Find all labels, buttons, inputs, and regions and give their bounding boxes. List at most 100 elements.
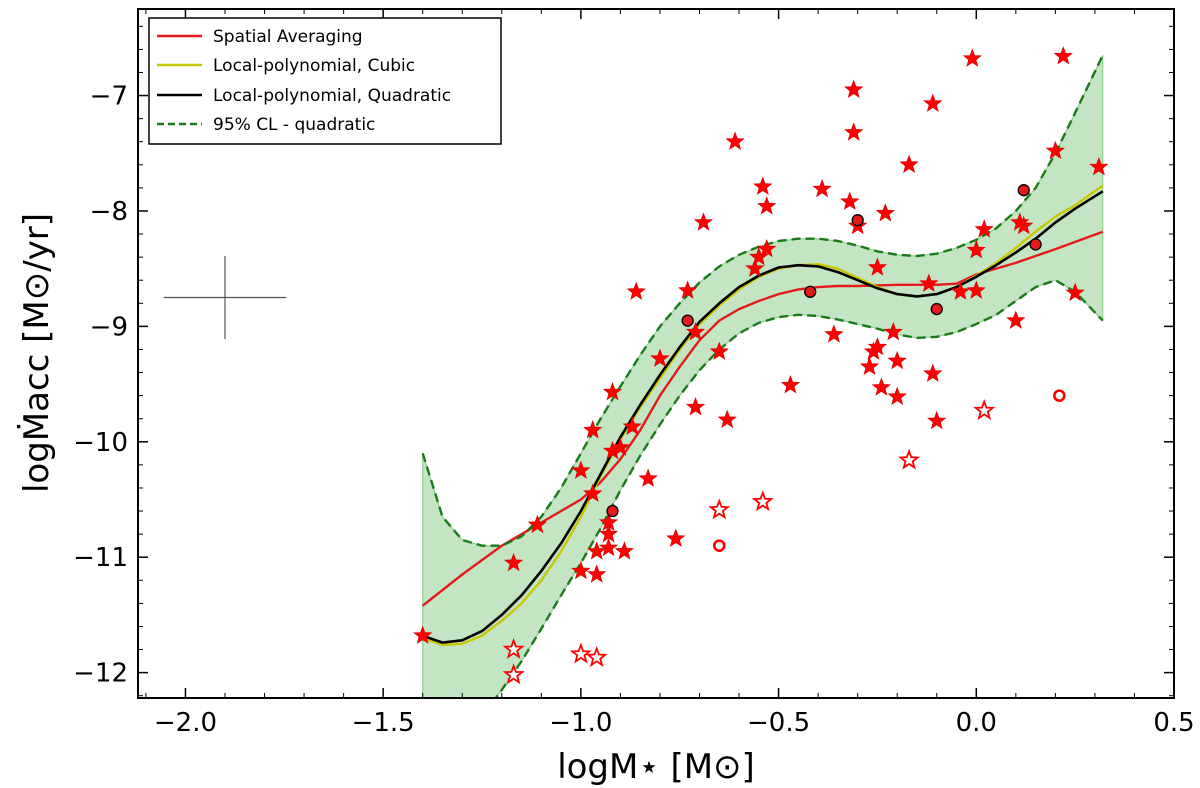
y-axis-label: logṀacc [M⊙/yr] (17, 213, 57, 493)
filled-star-marker (413, 625, 433, 644)
filled-star-marker (587, 564, 607, 583)
y-tick-label: −11 (73, 543, 128, 573)
filled-circle-marker (1029, 238, 1042, 251)
filled-circle-marker (606, 504, 619, 518)
filled-star-marker (844, 122, 864, 141)
x-tick-label: 0.5 (1153, 708, 1194, 738)
filled-star-marker (650, 348, 670, 367)
plot-area (413, 46, 1109, 698)
open-circle-marker (1053, 389, 1066, 402)
x-axis-label: logM⋆ [M⊙] (557, 747, 755, 787)
filled-star-marker (950, 281, 971, 300)
filled-star-marker (583, 483, 603, 502)
filled-star-marker (844, 79, 864, 99)
filled-star-marker (598, 537, 619, 557)
x-tick-label: −2.0 (154, 708, 217, 738)
filled-star-marker (966, 280, 986, 299)
x-tick-label: −0.5 (747, 708, 810, 738)
filled-star-marker (757, 196, 777, 215)
filled-star-marker (717, 409, 737, 429)
legend-label-spatial: Spatial Averaging (213, 27, 363, 47)
open-star-marker (569, 642, 592, 664)
filled-circle-marker (1017, 184, 1030, 197)
open-star-marker (898, 448, 921, 470)
filled-star-marker (1053, 46, 1073, 65)
axis-ticks: −2.0 −1.5 −1.0 −0.5 0.0 0.5 −12 −11 −10 −9 −8 −7 (73, 9, 1195, 738)
filled-star-marker (571, 560, 591, 580)
filled-star-marker (923, 363, 943, 382)
filled-star-marker (887, 350, 907, 370)
legend-box (148, 17, 502, 145)
filled-star-marker (1045, 140, 1065, 160)
filled-star-marker (927, 410, 947, 430)
filled-star-marker (685, 321, 706, 341)
filled-star-marker (685, 397, 706, 416)
filled-star-marker (887, 386, 907, 406)
legend: Spatial Averaging Local-polynomial, Cubi… (148, 17, 502, 145)
open-star-marker (585, 646, 608, 667)
filled-star-marker (1089, 156, 1109, 176)
filled-star-marker (725, 131, 745, 150)
filled-star-marker (678, 280, 698, 299)
y-tick-label: −10 (73, 428, 128, 458)
filled-star-marker (709, 341, 729, 360)
filled-circle-marker (804, 285, 817, 298)
filled-star-marker (1065, 282, 1085, 302)
filled-star-marker (749, 246, 769, 266)
spatial-averaging-line (421, 230, 1104, 607)
ci-lower-line (494, 279, 1104, 698)
filled-star-marker (867, 337, 888, 356)
x-tick-label: −1.5 (352, 708, 415, 738)
filled-circle-marker (681, 314, 694, 327)
filled-star-marker (622, 416, 642, 436)
open-star-marker (708, 498, 731, 520)
filled-star-marker (923, 93, 943, 112)
filled-star-marker (504, 552, 524, 572)
filled-star-marker (899, 154, 919, 174)
filled-star-marker (571, 460, 591, 479)
filled-star-marker (871, 377, 891, 396)
plot-frame (137, 8, 1175, 699)
x-tick-label: −1.0 (549, 708, 612, 738)
filled-star-marker (966, 240, 986, 259)
filled-star-marker (753, 176, 773, 195)
open-star-marker (502, 637, 525, 659)
filled-star-marker (610, 437, 631, 456)
y-tick-label: −12 (73, 659, 128, 689)
y-tick-label: −8 (90, 197, 128, 227)
filled-star-marker (602, 382, 623, 401)
x-tick-label: 0.0 (956, 708, 997, 738)
filled-star-marker (1006, 310, 1026, 329)
open-star-marker (751, 490, 774, 512)
data-markers (413, 46, 1109, 685)
filled-star-marker (840, 191, 860, 210)
filled-star-marker (626, 281, 646, 300)
filled-star-marker (919, 273, 939, 292)
filled-star-marker (780, 375, 801, 394)
filled-star-marker (666, 528, 686, 547)
legend-label-cubic: Local-polynomial, Cubic (213, 56, 415, 76)
filled-star-marker (587, 541, 607, 560)
filled-star-marker (1014, 215, 1034, 235)
open-star-marker (502, 663, 525, 685)
filled-star-marker (693, 212, 714, 231)
filled-circle-marker (930, 302, 943, 316)
filled-star-marker (583, 420, 603, 439)
y-tick-label: −7 (90, 82, 128, 112)
filled-star-marker (527, 514, 547, 534)
filled-star-marker (859, 356, 880, 376)
filled-star-marker (883, 321, 903, 341)
filled-star-marker (638, 468, 658, 487)
filled-star-marker (614, 541, 634, 560)
legend-label-ci: 95% CL - quadratic (213, 115, 375, 135)
filled-star-marker (824, 324, 844, 343)
open-star-marker (973, 398, 996, 420)
error-bar-cross (163, 255, 287, 340)
filled-star-marker (974, 219, 994, 238)
open-circle-marker (712, 539, 726, 552)
legend-label-quadratic: Local-polynomial, Quadratic (213, 86, 451, 106)
filled-circle-marker (851, 214, 864, 227)
filled-star-marker (962, 48, 982, 67)
filled-star-marker (812, 178, 832, 198)
